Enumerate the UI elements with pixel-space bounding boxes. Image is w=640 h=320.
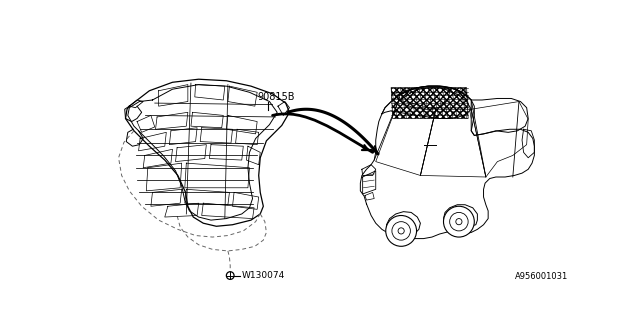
Circle shape xyxy=(392,222,410,240)
Circle shape xyxy=(456,219,462,225)
FancyArrowPatch shape xyxy=(273,114,372,152)
Circle shape xyxy=(398,228,404,234)
Text: A956001031: A956001031 xyxy=(515,272,568,281)
Circle shape xyxy=(386,215,417,246)
Circle shape xyxy=(227,272,234,279)
Circle shape xyxy=(444,206,474,237)
Circle shape xyxy=(450,212,468,231)
Text: W130074: W130074 xyxy=(242,271,285,280)
Text: 90815B: 90815B xyxy=(257,92,294,102)
